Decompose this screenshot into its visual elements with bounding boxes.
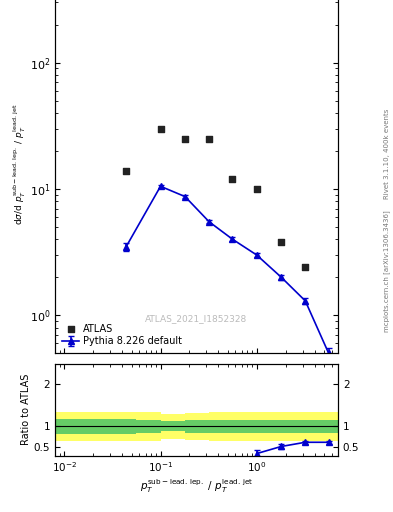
Y-axis label: d$\sigma$/d $p_T^{\mathrm{sub-lead.\,lep.}}$ / $p_T^{\mathrm{lead.\,jet}}$: d$\sigma$/d $p_T^{\mathrm{sub-lead.\,lep… xyxy=(12,103,28,225)
ATLAS xyxy=(302,263,309,271)
ATLAS xyxy=(123,166,129,175)
Text: ATLAS_2021_I1852328: ATLAS_2021_I1852328 xyxy=(145,314,248,323)
ATLAS xyxy=(206,135,212,143)
Legend: ATLAS, Pythia 8.226 default: ATLAS, Pythia 8.226 default xyxy=(60,322,184,349)
ATLAS xyxy=(182,135,188,143)
Y-axis label: Ratio to ATLAS: Ratio to ATLAS xyxy=(21,374,31,445)
X-axis label: $p_T^{\mathrm{sub-lead.\,lep.}}$ / $p_T^{\mathrm{lead.\,jet}}$: $p_T^{\mathrm{sub-lead.\,lep.}}$ / $p_T^… xyxy=(140,477,253,495)
ATLAS xyxy=(278,238,285,246)
ATLAS xyxy=(230,175,236,183)
ATLAS xyxy=(157,124,163,133)
ATLAS xyxy=(253,185,260,193)
Text: Rivet 3.1.10, 400k events: Rivet 3.1.10, 400k events xyxy=(384,109,390,199)
Text: mcplots.cern.ch [arXiv:1306.3436]: mcplots.cern.ch [arXiv:1306.3436] xyxy=(384,210,391,332)
